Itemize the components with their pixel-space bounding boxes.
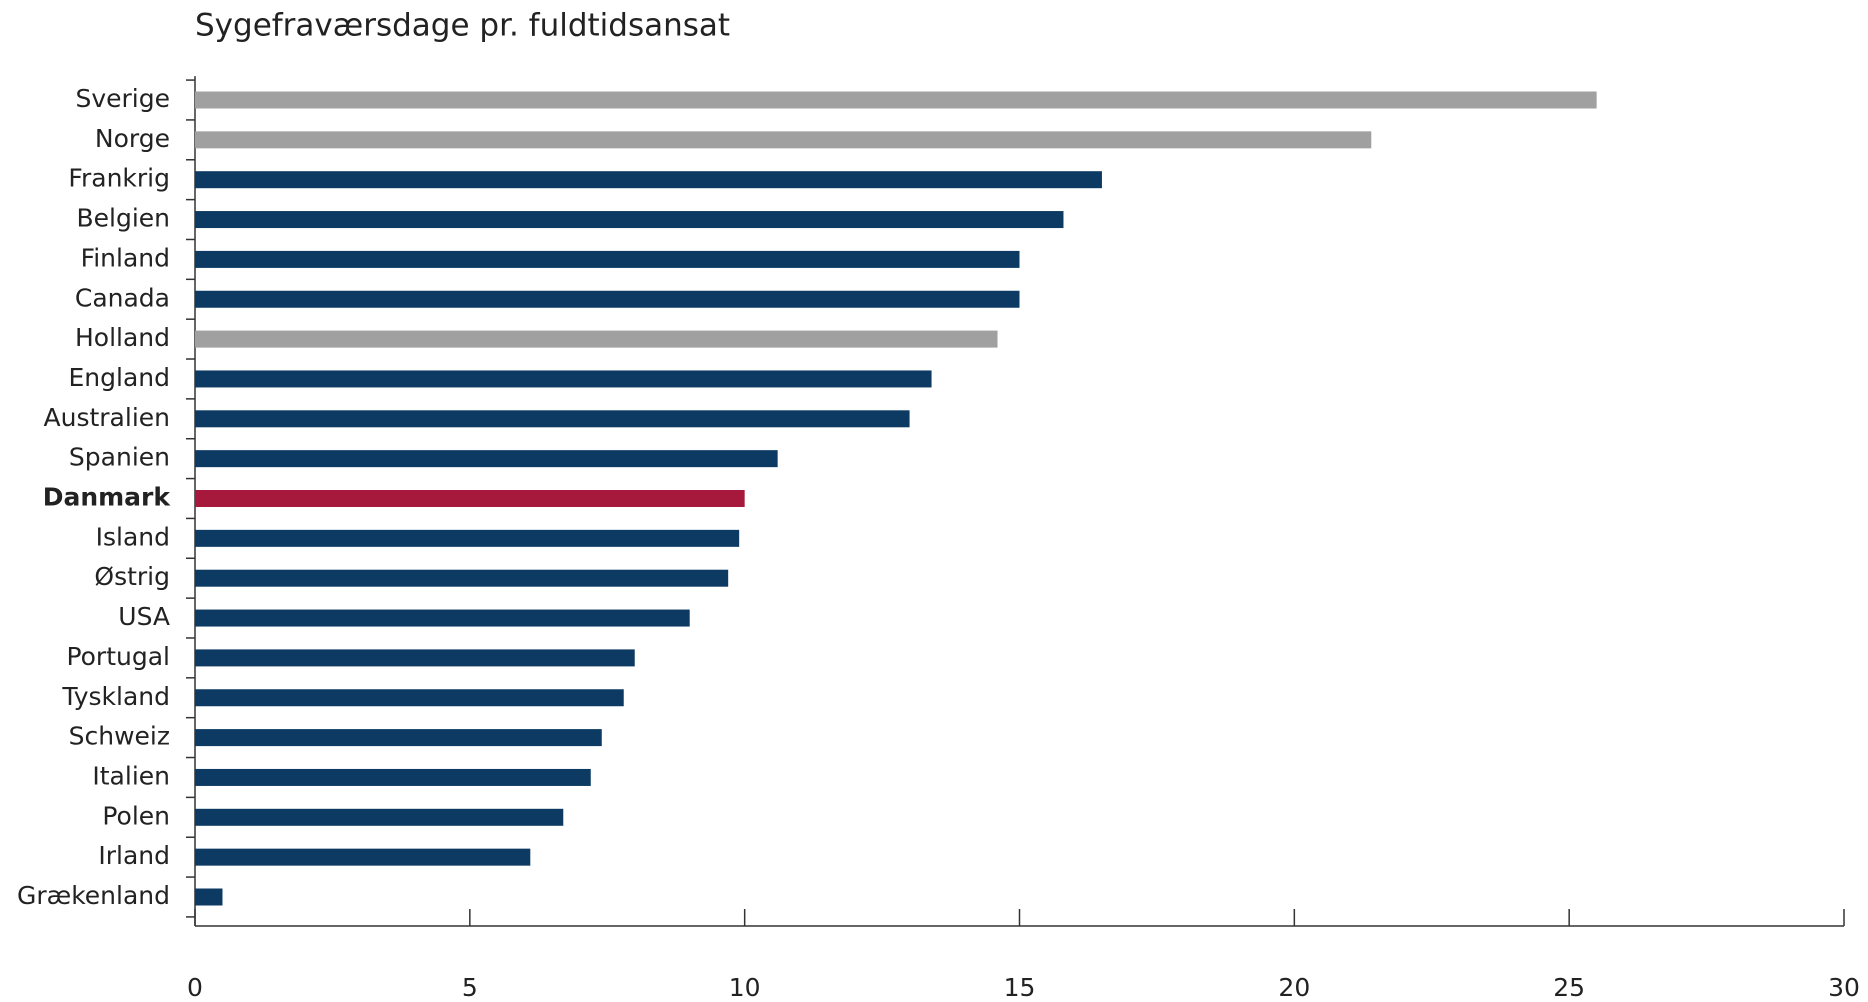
bar: [195, 569, 729, 587]
y-tick-label: Italien: [92, 761, 170, 790]
y-tick-label: Spanien: [69, 443, 170, 472]
y-tick-label: Tyskland: [61, 682, 170, 711]
y-tick-label: Holland: [75, 323, 170, 352]
x-tick-label: 25: [1553, 973, 1585, 1002]
chart-title: Sygefraværsdage pr. fuldtidsansat: [195, 8, 730, 44]
bar: [195, 410, 910, 428]
bar: [195, 211, 1064, 229]
x-tick-label: 30: [1828, 973, 1860, 1002]
x-tick-label: 5: [462, 973, 478, 1002]
bar: [195, 848, 531, 866]
y-tick-label: Irland: [98, 841, 170, 870]
y-tick-label: Portugal: [66, 642, 170, 671]
bar: [195, 649, 635, 667]
bar: [195, 450, 778, 468]
y-tick-label: Australien: [44, 403, 171, 432]
bar: [195, 250, 1020, 268]
bar: [195, 290, 1020, 308]
y-tick-label: USA: [118, 602, 170, 631]
bar: [195, 609, 690, 627]
y-tick-label: Frankrig: [68, 164, 170, 193]
bar: [195, 529, 740, 547]
x-tick-label: 15: [1004, 973, 1036, 1002]
y-tick-label: Sverige: [75, 84, 170, 113]
y-tick-label: Danmark: [43, 483, 172, 512]
y-tick-label: England: [69, 363, 171, 392]
y-tick-label: Schweiz: [69, 722, 170, 751]
y-tick-label: Polen: [102, 801, 170, 830]
bar: [195, 131, 1372, 149]
bar: [195, 490, 745, 507]
y-tick-label: Belgien: [76, 204, 170, 233]
x-tick-label: 20: [1278, 973, 1310, 1002]
bar: [195, 768, 591, 786]
bar: [195, 370, 932, 388]
bar: [195, 330, 998, 348]
y-tick-label: Finland: [81, 243, 170, 272]
y-tick-label: Canada: [75, 283, 170, 312]
y-tick-label: Norge: [95, 124, 170, 153]
y-tick-label: Østrig: [94, 562, 170, 591]
x-tick-label: 10: [729, 973, 761, 1002]
x-tick-label: 0: [187, 973, 203, 1002]
bar: [195, 888, 223, 906]
bar: [195, 171, 1102, 189]
bar: [195, 729, 602, 747]
bar: [195, 689, 624, 707]
y-tick-label: Grækenland: [17, 881, 170, 910]
bar: [195, 808, 564, 826]
y-tick-label: Island: [96, 522, 170, 551]
bar: [195, 91, 1597, 109]
